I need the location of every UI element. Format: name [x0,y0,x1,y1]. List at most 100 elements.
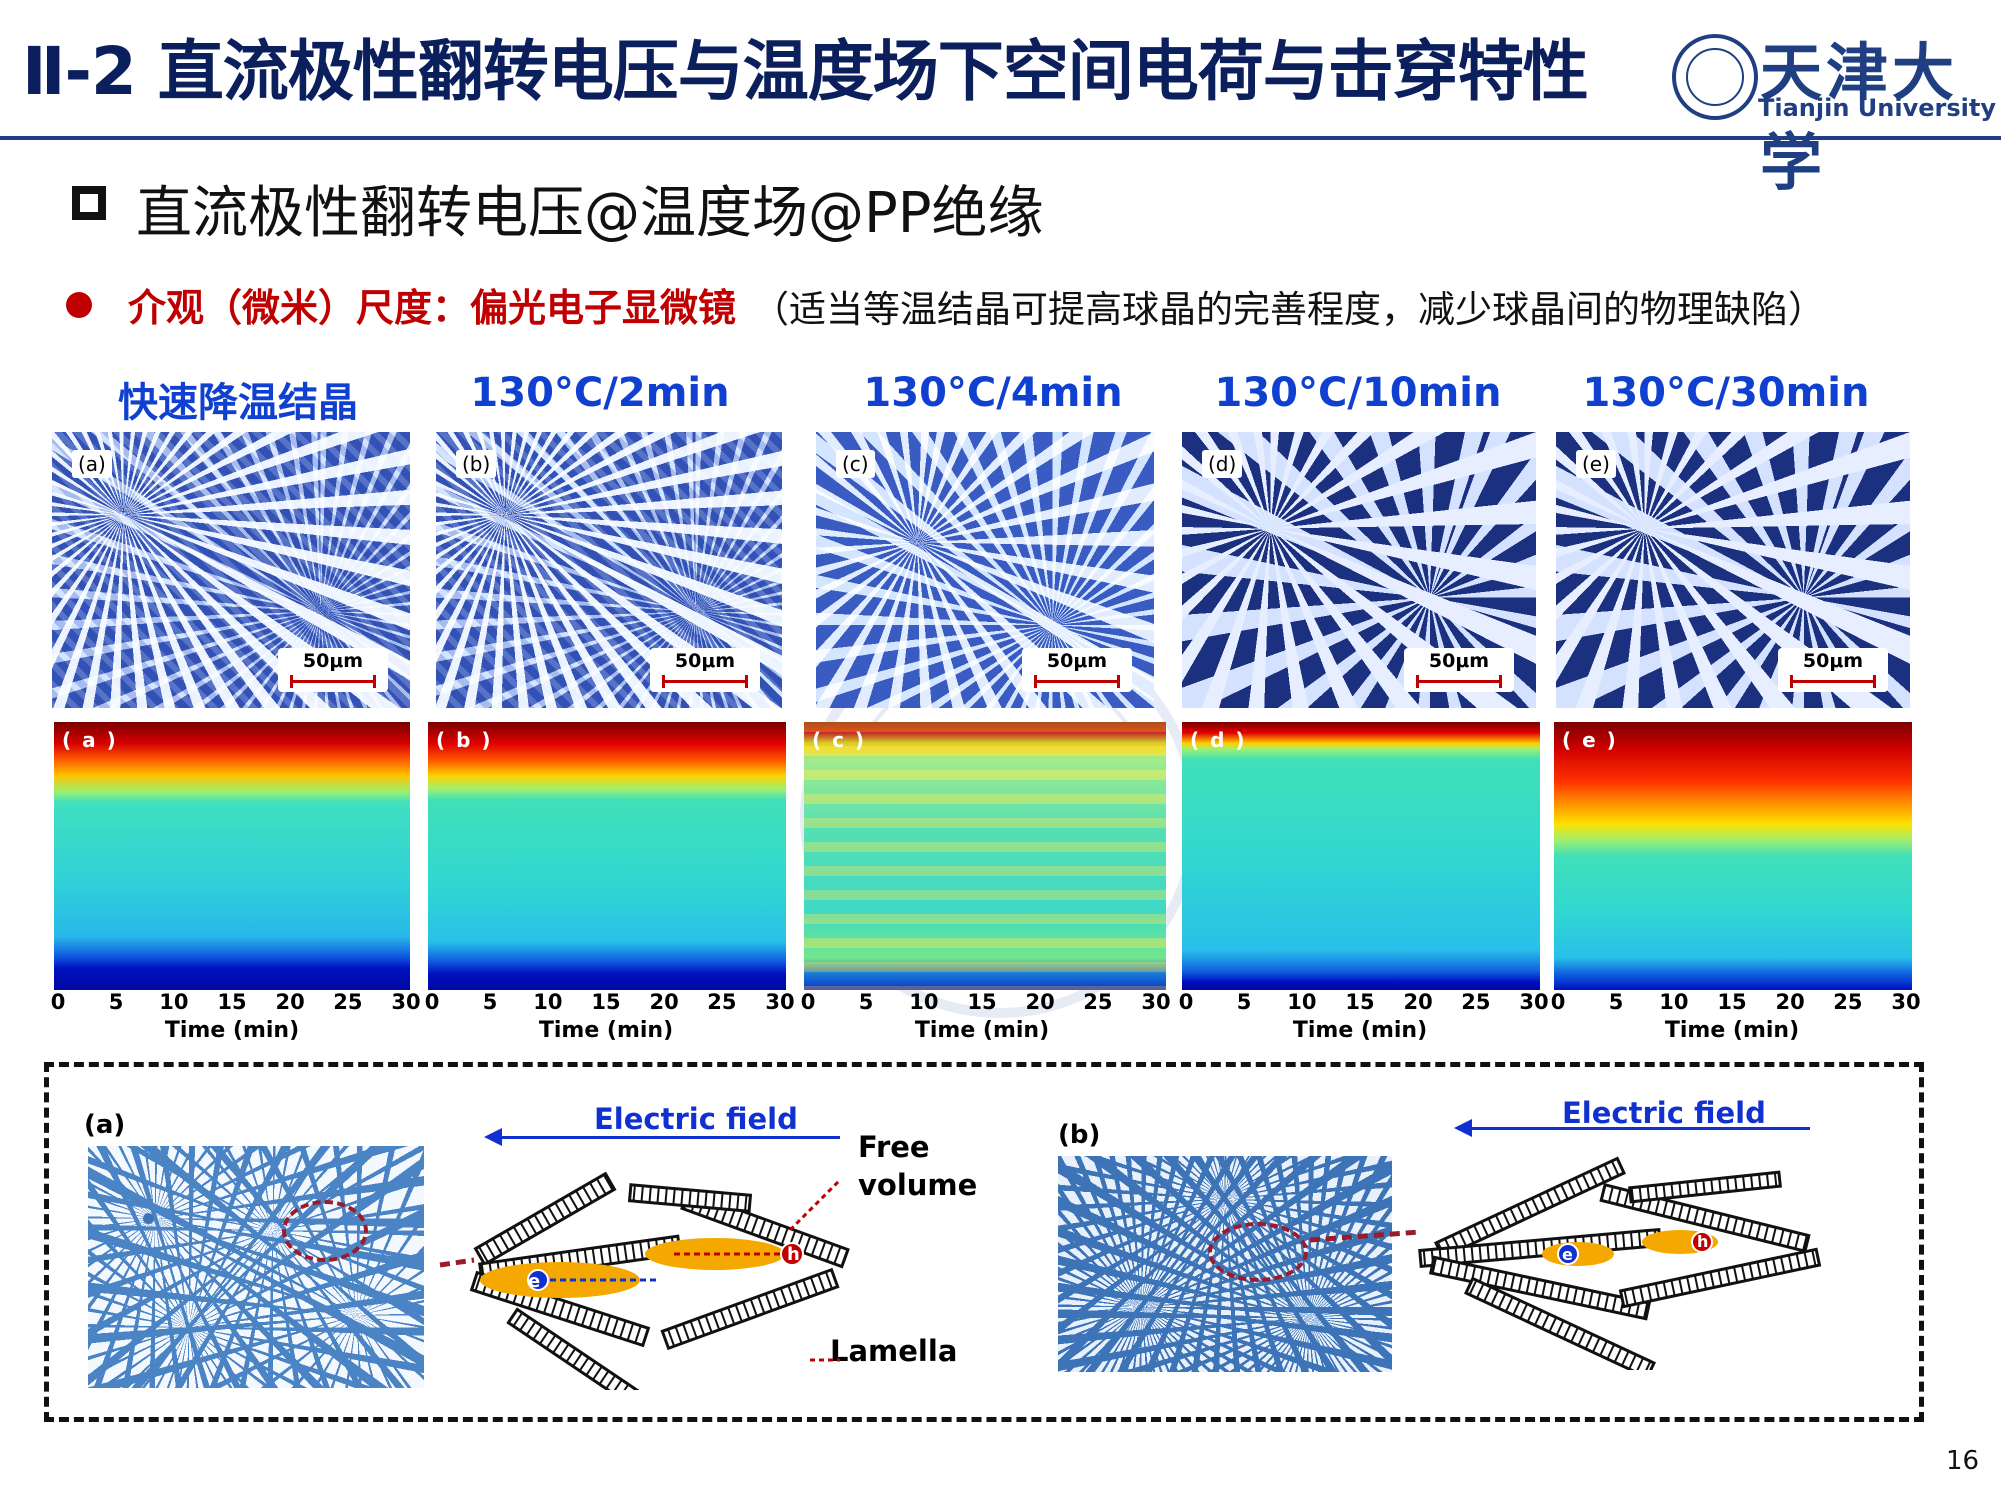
zoom-ellipse-b [1208,1222,1308,1282]
tick-label: 10 [909,990,939,1014]
tick-label: 25 [333,990,363,1014]
spherulite-image-a [88,1146,424,1388]
tick-label: 30 [1141,990,1171,1014]
axis-label: Time (min) [1292,1018,1428,1043]
tick-label: 20 [649,990,679,1014]
micrograph-tag: (b) [456,450,497,478]
tick-label: 25 [1083,990,1113,1014]
panel-heading-d: 130°C/10min [1214,370,1502,416]
tick-label: 20 [1403,990,1433,1014]
scale-label: 50μm [1802,650,1864,672]
tick-label: 20 [1775,990,1805,1014]
micrograph-tag: (c) [836,450,875,478]
tick-label: 5 [858,990,874,1014]
scale-bar: 50μm [1778,648,1888,692]
panel-heading-b: 130°C/2min [470,370,730,416]
bullet-emphasis: 介观（微米）尺度：偏光电子显微镜 [128,286,737,330]
micrograph-e: (e) 50μm [1556,432,1910,708]
tick-label: 0 [1550,990,1566,1014]
scale-bar: 50μm [650,648,760,692]
tick-label: 0 [800,990,816,1014]
tick-label: 5 [1608,990,1624,1014]
axis-label: Time (min) [1664,1018,1800,1043]
tick-label: 15 [591,990,621,1014]
electric-field-arrow-b [1454,1119,1810,1137]
time-axis-c: 0 5 10 15 20 25 30 [801,990,1171,1030]
tick-label: 10 [1287,990,1317,1014]
tick-label: 20 [1025,990,1055,1014]
space-charge-map-c: ( c ) [804,722,1166,990]
lamella-diagram-b [1309,1156,1822,1370]
micrograph-tag: (e) [1576,450,1616,478]
time-axis-e: 0 5 10 15 20 25 30 [1551,990,1921,1030]
tick-label: 5 [1236,990,1252,1014]
map-tag: ( a ) [62,728,118,752]
tick-label: 15 [967,990,997,1014]
tick-label: 30 [1891,990,1921,1014]
scale-bar: 50μm [1404,648,1514,692]
tick-label: 30 [1519,990,1549,1014]
time-axis-a: 0 5 10 15 20 25 30 [51,990,421,1030]
lamella-diagram-a [439,1171,850,1390]
electron-label-b: e [1562,1245,1573,1264]
square-bullet-icon [72,186,106,220]
electric-field-label-b: Electric field [1562,1096,1766,1130]
free-volume-label: Free volume [858,1130,978,1202]
tick-label: 10 [159,990,189,1014]
time-axis-b: 0 5 10 15 20 25 30 [425,990,795,1030]
university-logo-en: Tianjin University [1758,94,1996,122]
tick-label: 15 [1345,990,1375,1014]
tick-label: 30 [765,990,795,1014]
tick-label: 20 [275,990,305,1014]
panel-heading-a: 快速降温结晶 [118,380,358,426]
tick-label: 0 [50,990,66,1014]
map-tag: ( c ) [812,728,867,752]
electric-field-arrow-a [484,1128,840,1146]
time-axis-d: 0 5 10 15 20 25 30 [1179,990,1549,1030]
map-tag: ( e ) [1562,728,1618,752]
micrograph-a: (a) 50μm [52,432,410,708]
map-tag: ( b ) [436,728,493,752]
space-charge-map-a: ( a ) [54,722,410,990]
scale-label: 50μm [302,650,364,672]
axis-label: Time (min) [164,1018,300,1043]
section-heading: 直流极性翻转电压@温度场@PP绝缘 [136,181,1044,246]
lamella-label: Lamella [830,1334,958,1368]
micrograph-tag: (d) [1202,450,1243,478]
hole-label-a: h [787,1244,800,1265]
zoom-ellipse-a [282,1200,368,1262]
space-charge-map-b: ( b ) [428,722,786,990]
tick-label: 10 [533,990,563,1014]
micrograph-b: (b) 50μm [436,432,782,708]
electron-label-a: e [528,1271,541,1292]
tick-label: 25 [707,990,737,1014]
micrograph-tag: (a) [72,450,112,478]
bullet-note: （适当等温结晶可提高球晶的完善程度，减少球晶间的物理缺陷） [752,288,1825,331]
map-tag: ( d ) [1190,728,1247,752]
tick-label: 15 [217,990,247,1014]
scale-bar: 50μm [1022,648,1132,692]
panel-heading-c: 130°C/4min [863,370,1123,416]
panel-heading-e: 130°C/30min [1582,370,1870,416]
scale-label: 50μm [674,650,736,672]
micrograph-c: (c) 50μm [816,432,1154,708]
schematic-b-label: (b) [1058,1120,1101,1150]
round-bullet-icon [66,292,92,318]
header-divider [0,136,2001,140]
tick-label: 25 [1461,990,1491,1014]
university-seal-icon [1672,34,1758,120]
tick-label: 15 [1717,990,1747,1014]
tick-label: 0 [424,990,440,1014]
scale-label: 50μm [1046,650,1108,672]
tick-label: 0 [1178,990,1194,1014]
schematic-a-label: (a) [84,1110,126,1140]
page-number: 16 [1946,1446,1980,1476]
tick-label: 30 [391,990,421,1014]
space-charge-map-e: ( e ) [1554,722,1912,990]
micrograph-d: (d) 50μm [1182,432,1536,708]
axis-label: Time (min) [538,1018,674,1043]
scale-label: 50μm [1428,650,1490,672]
scale-bar: 50μm [278,648,388,692]
tick-label: 5 [482,990,498,1014]
axis-label: Time (min) [914,1018,1050,1043]
